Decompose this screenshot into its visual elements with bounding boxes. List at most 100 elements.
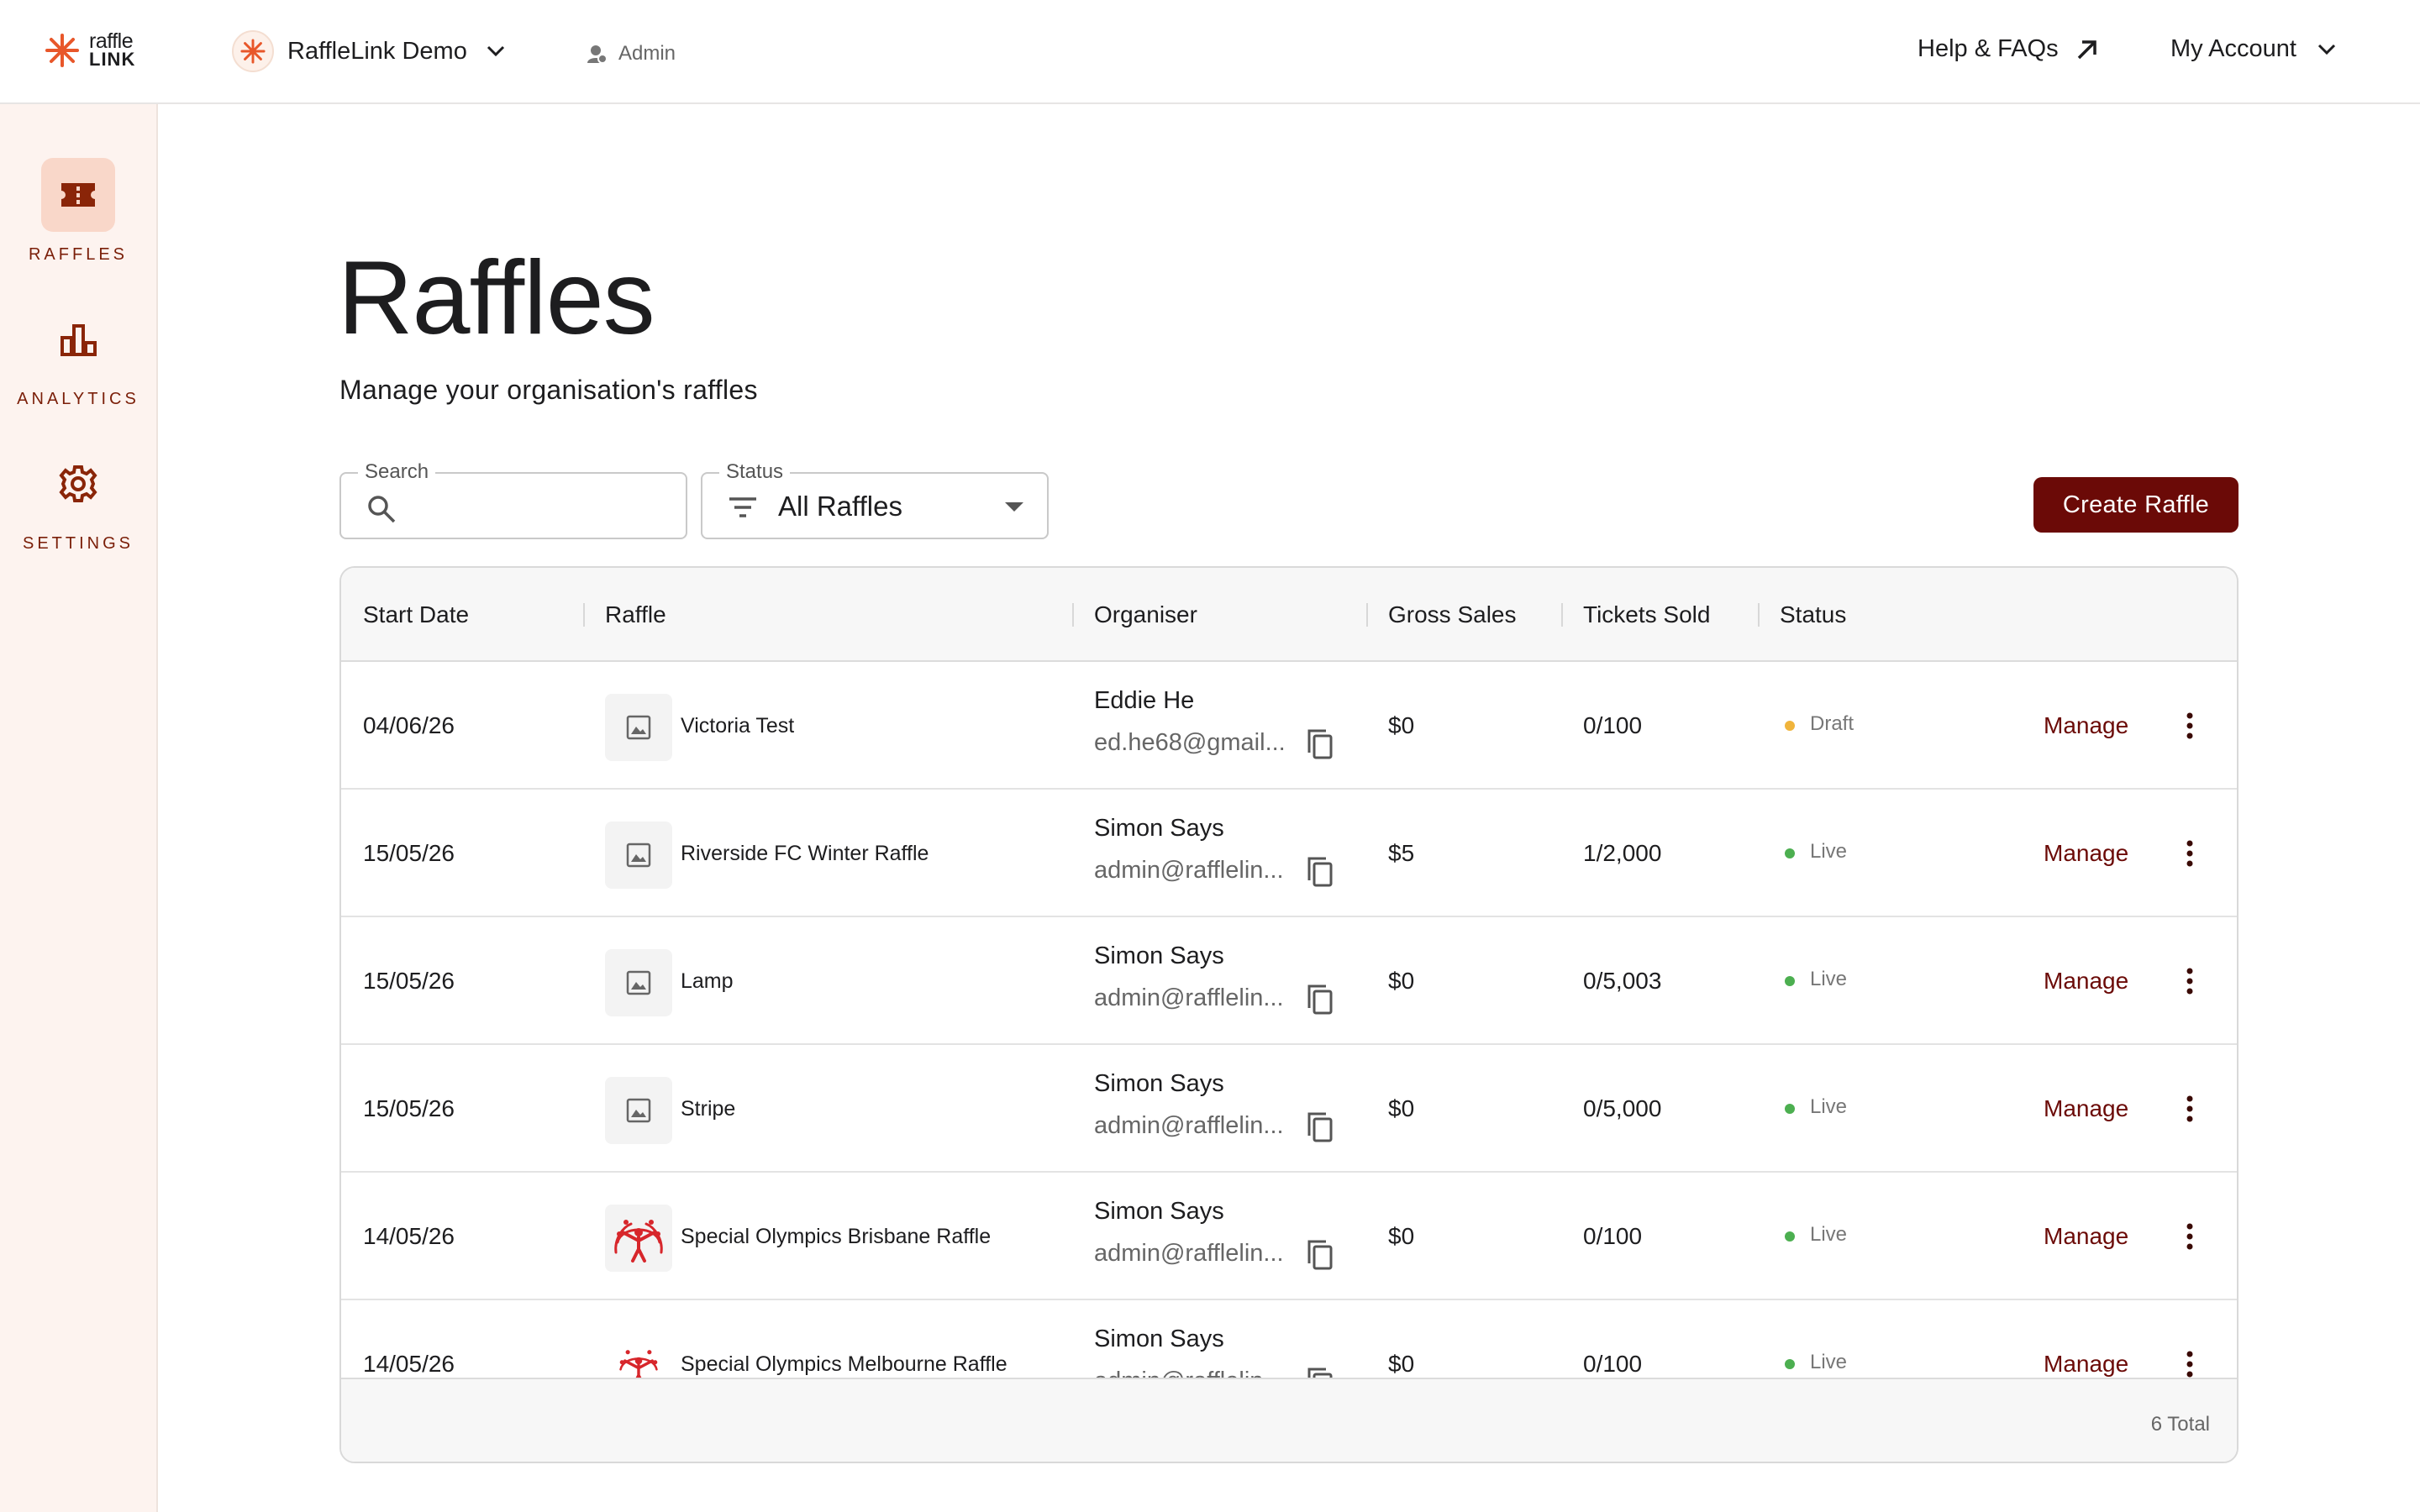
more-vert-icon[interactable] <box>2181 837 2198 870</box>
status-dot <box>1785 976 1795 986</box>
organiser-name: Eddie He <box>1094 687 1195 714</box>
organiser-name: Simon Says <box>1094 1198 1224 1225</box>
raffle-name[interactable]: Riverside FC Winter Raffle <box>681 842 929 865</box>
gross-sales: $0 <box>1388 712 1415 738</box>
logo-line1: raffle <box>89 29 134 53</box>
table-body: 04/06/26 Victoria Test Eddie He ed.he68@… <box>341 662 2237 1378</box>
raffle-name[interactable]: Special Olympics Brisbane Raffle <box>681 1225 992 1248</box>
more-vert-icon[interactable] <box>2181 964 2198 998</box>
gross-sales: $0 <box>1388 1095 1415 1121</box>
nav-label: ANALYTICS <box>17 390 139 408</box>
table-row[interactable]: 15/05/26 Lamp Simon Says admin@rafflelin… <box>341 917 2237 1045</box>
column-header-gross-sales[interactable]: Gross Sales <box>1388 601 1517 627</box>
start-date: 15/05/26 <box>363 1095 455 1121</box>
tickets-sold: 0/5,000 <box>1583 1095 1662 1121</box>
status-dot <box>1785 1104 1795 1114</box>
more-vert-icon[interactable] <box>2181 709 2198 743</box>
status-filter-select[interactable]: Status All Raffles <box>701 460 1049 539</box>
column-header-start-date[interactable]: Start Date <box>363 601 470 627</box>
ticket-icon <box>61 183 95 207</box>
copy-icon[interactable] <box>1306 727 1336 761</box>
raffles-table: Start Date Raffle Organiser Gross Sales … <box>339 566 2238 1463</box>
table-row[interactable]: 04/06/26 Victoria Test Eddie He ed.he68@… <box>341 662 2237 790</box>
role-indicator: Admin <box>587 42 676 66</box>
manage-link[interactable]: Manage <box>2044 712 2129 738</box>
org-switcher[interactable]: RaffleLink Demo <box>232 30 506 72</box>
column-header-status[interactable]: Status <box>1780 601 1847 627</box>
raffle-name[interactable]: Lamp <box>681 969 734 993</box>
copy-icon[interactable] <box>1306 983 1336 1016</box>
nav-label: SETTINGS <box>22 534 134 553</box>
org-name: RaffleLink Demo <box>287 37 467 65</box>
column-header-raffle[interactable]: Raffle <box>605 601 666 627</box>
organiser-email: admin@rafflelin... <box>1094 984 1284 1011</box>
app-logo[interactable]: raffle LINK <box>44 29 136 70</box>
status-dot <box>1785 1231 1795 1242</box>
raffle-thumbnail <box>605 1332 672 1378</box>
special-olympics-logo-icon <box>619 1350 658 1378</box>
nav-icon-wrap <box>41 447 115 521</box>
column-separator[interactable] <box>1758 603 1760 627</box>
tickets-sold: 0/5,003 <box>1583 968 1662 994</box>
tickets-sold: 0/100 <box>1583 1223 1643 1249</box>
manage-link[interactable]: Manage <box>2044 968 2129 994</box>
organiser-email: admin@rafflelin... <box>1094 857 1284 884</box>
organiser-email: admin@rafflelin... <box>1094 1368 1284 1378</box>
raffle-thumbnail <box>605 1205 672 1272</box>
chevron-down-icon <box>2317 44 2335 55</box>
gear-icon <box>59 465 97 502</box>
gross-sales: $5 <box>1388 840 1415 866</box>
search-field[interactable]: Search <box>339 460 687 539</box>
table-row[interactable]: 15/05/26 Riverside FC Winter Raffle Simo… <box>341 790 2237 917</box>
column-separator[interactable] <box>1366 603 1368 627</box>
more-vert-icon[interactable] <box>2181 1347 2198 1378</box>
raffle-thumbnail <box>605 1077 672 1144</box>
raffle-name[interactable]: Special Olympics Melbourne Raffle <box>681 1352 1007 1376</box>
create-raffle-button[interactable]: Create Raffle <box>2033 477 2238 533</box>
image-placeholder-icon <box>626 843 651 868</box>
logo-line2: LINK <box>89 49 136 70</box>
sidebar-item-raffles[interactable]: RAFFLES <box>0 158 156 265</box>
raffle-name[interactable]: Stripe <box>681 1097 736 1121</box>
sidebar: RAFFLES ANALYTICS SETTINGS <box>0 104 158 1512</box>
copy-icon[interactable] <box>1306 1366 1336 1378</box>
gross-sales: $0 <box>1388 968 1415 994</box>
organiser-email: admin@rafflelin... <box>1094 1240 1284 1267</box>
special-olympics-logo-icon <box>614 1220 663 1263</box>
copy-icon[interactable] <box>1306 1238 1336 1272</box>
help-link[interactable]: Help & FAQs <box>1918 35 2099 63</box>
manage-link[interactable]: Manage <box>2044 1095 2129 1121</box>
organiser-email: admin@rafflelin... <box>1094 1112 1284 1139</box>
copy-icon[interactable] <box>1306 855 1336 889</box>
table-row[interactable]: 14/05/26 Special Olympics Brisbane Raffl… <box>341 1173 2237 1300</box>
copy-icon[interactable] <box>1306 1110 1336 1144</box>
help-label: Help & FAQs <box>1918 35 2059 62</box>
column-separator[interactable] <box>1072 603 1074 627</box>
nav-icon-wrap <box>41 302 115 376</box>
role-label: Admin <box>618 42 676 65</box>
status-dot <box>1785 848 1795 858</box>
status-filter-value: All Raffles <box>778 491 902 522</box>
manage-link[interactable]: Manage <box>2044 1223 2129 1249</box>
organiser-name: Simon Says <box>1094 815 1224 842</box>
top-bar: raffle LINK RaffleLink Demo Admin Help &… <box>0 0 2420 104</box>
sidebar-item-settings[interactable]: SETTINGS <box>0 447 156 554</box>
raffle-name[interactable]: Victoria Test <box>681 714 795 738</box>
nav-icon-wrap <box>41 158 115 232</box>
table-row[interactable]: 15/05/26 Stripe Simon Says admin@rafflel… <box>341 1045 2237 1173</box>
sidebar-item-analytics[interactable]: ANALYTICS <box>0 302 156 409</box>
gross-sales: $0 <box>1388 1351 1415 1377</box>
table-footer: 6 Total <box>341 1378 2237 1462</box>
table-row[interactable]: 14/05/26 Special Olympics Melbourne Raff… <box>341 1300 2237 1378</box>
column-separator[interactable] <box>1561 603 1563 627</box>
account-menu[interactable]: My Account <box>2170 35 2337 63</box>
more-vert-icon[interactable] <box>2181 1220 2198 1253</box>
manage-link[interactable]: Manage <box>2044 1351 2129 1377</box>
column-separator[interactable] <box>583 603 585 627</box>
column-header-tickets-sold[interactable]: Tickets Sold <box>1583 601 1711 627</box>
manage-link[interactable]: Manage <box>2044 840 2129 866</box>
status-badge: Live <box>1810 1095 1848 1118</box>
page-title: Raffles <box>338 240 655 356</box>
more-vert-icon[interactable] <box>2181 1092 2198 1126</box>
column-header-organiser[interactable]: Organiser <box>1094 601 1197 627</box>
